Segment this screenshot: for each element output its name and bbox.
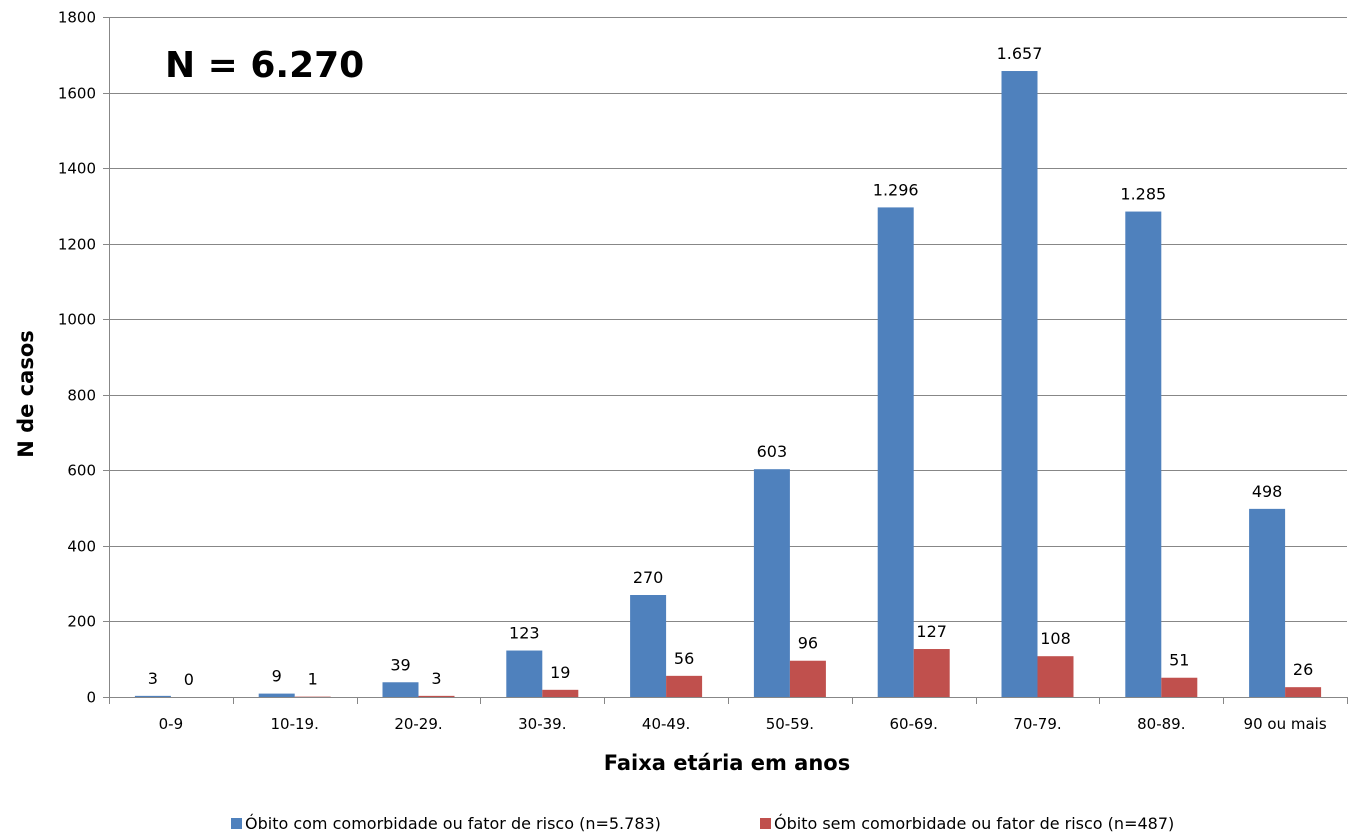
data-label-series0-1: 9 [272,667,282,686]
y-tick-label-4: 800 [67,387,96,405]
bar-series0-5 [753,469,790,697]
legend-swatch-without-comorbidity [760,818,771,829]
bar-series1-3 [542,689,579,697]
bar-series0-6 [877,207,914,697]
data-label-series1-6: 127 [916,622,947,641]
bar-series0-1 [258,693,295,697]
data-label-series0-8: 1.285 [1120,185,1166,204]
legend-swatch-with-comorbidity [231,818,242,829]
data-label-series1-7: 108 [1040,629,1071,648]
y-tick-label-9: 1800 [58,9,96,27]
legend-label-with-comorbidity: Óbito com comorbidade ou fator de risco … [245,814,661,833]
data-label-series0-7: 1.657 [997,44,1043,63]
axes [103,17,1348,704]
x-axis-title: Faixa etária em anos [604,751,850,775]
x-tick-label-1: 10-19. [271,715,319,733]
data-label-series1-0: 0 [184,670,194,689]
data-label-series1-2: 3 [431,669,441,688]
data-label-series0-5: 603 [757,442,788,461]
legend-item-without-comorbidity: Óbito sem comorbidade ou fator de risco … [760,814,1174,833]
y-tick-label-1: 200 [67,613,96,631]
bar-series0-7 [1001,71,1038,698]
data-label-series1-5: 96 [798,634,818,653]
y-tick-label-0: 0 [86,689,96,707]
legend-label-without-comorbidity: Óbito sem comorbidade ou fator de risco … [774,814,1174,833]
bar-series0-2 [382,682,419,697]
gridlines [109,17,1347,622]
data-label-series0-0: 3 [148,669,158,688]
data-label-series1-3: 19 [550,663,570,682]
data-label-series1-8: 51 [1169,651,1189,670]
x-tick-label-9: 90 ou mais [1244,715,1327,733]
y-tick-label-8: 1600 [58,85,96,103]
bar-series0-3 [506,650,543,697]
x-tick-label-0: 0-9 [159,715,184,733]
bar-series0-0 [134,695,171,697]
y-tick-label-6: 1200 [58,236,96,254]
x-tick-label-5: 50-59. [766,715,814,733]
bar-series1-2 [418,695,455,697]
data-label-series0-6: 1.296 [873,180,919,199]
data-label-series1-1: 1 [308,670,318,689]
bar-series1-6 [913,649,950,697]
data-label-series1-4: 56 [674,649,694,668]
bar-series1-4 [666,675,703,697]
y-tick-labels: 0 200 400 600 800 1000 1200 1400 1600 1800 [58,9,96,707]
bar-series1-7 [1037,656,1074,697]
legend: Óbito com comorbidade ou fator de risco … [231,814,1174,833]
x-tick-label-3: 30-39. [518,715,566,733]
bar-series0-9 [1249,508,1286,697]
x-tick-label-7: 70-79. [1013,715,1061,733]
x-tick-label-4: 40-49. [642,715,690,733]
total-annotation: N = 6.270 [165,45,364,86]
bar-series1-5 [789,660,826,697]
bar-series0-4 [630,595,667,697]
data-label-series0-4: 270 [633,568,664,587]
y-tick-label-3: 600 [67,462,96,480]
bars [134,71,1322,698]
y-tick-label-7: 1400 [58,160,96,178]
bar-series0-8 [1125,211,1162,698]
x-tick-label-6: 60-69. [890,715,938,733]
data-label-series0-9: 498 [1252,482,1283,501]
x-tick-label-2: 20-29. [394,715,442,733]
y-tick-label-2: 400 [67,538,96,556]
x-tick-labels: 0-9 10-19. 20-29. 30-39. 40-49. 50-59. 60-69. 7… [159,715,1327,733]
data-label-series0-3: 123 [509,624,540,643]
data-label-series0-2: 39 [390,655,410,674]
bar-series1-9 [1285,687,1322,697]
y-axis-title: N de casos [14,330,38,458]
x-tick-label-8: 80-89. [1137,715,1185,733]
y-tick-label-5: 1000 [58,311,96,329]
data-label-series1-9: 26 [1293,660,1313,679]
bar-series1-8 [1161,677,1198,697]
legend-item-with-comorbidity: Óbito com comorbidade ou fator de risco … [231,814,661,833]
